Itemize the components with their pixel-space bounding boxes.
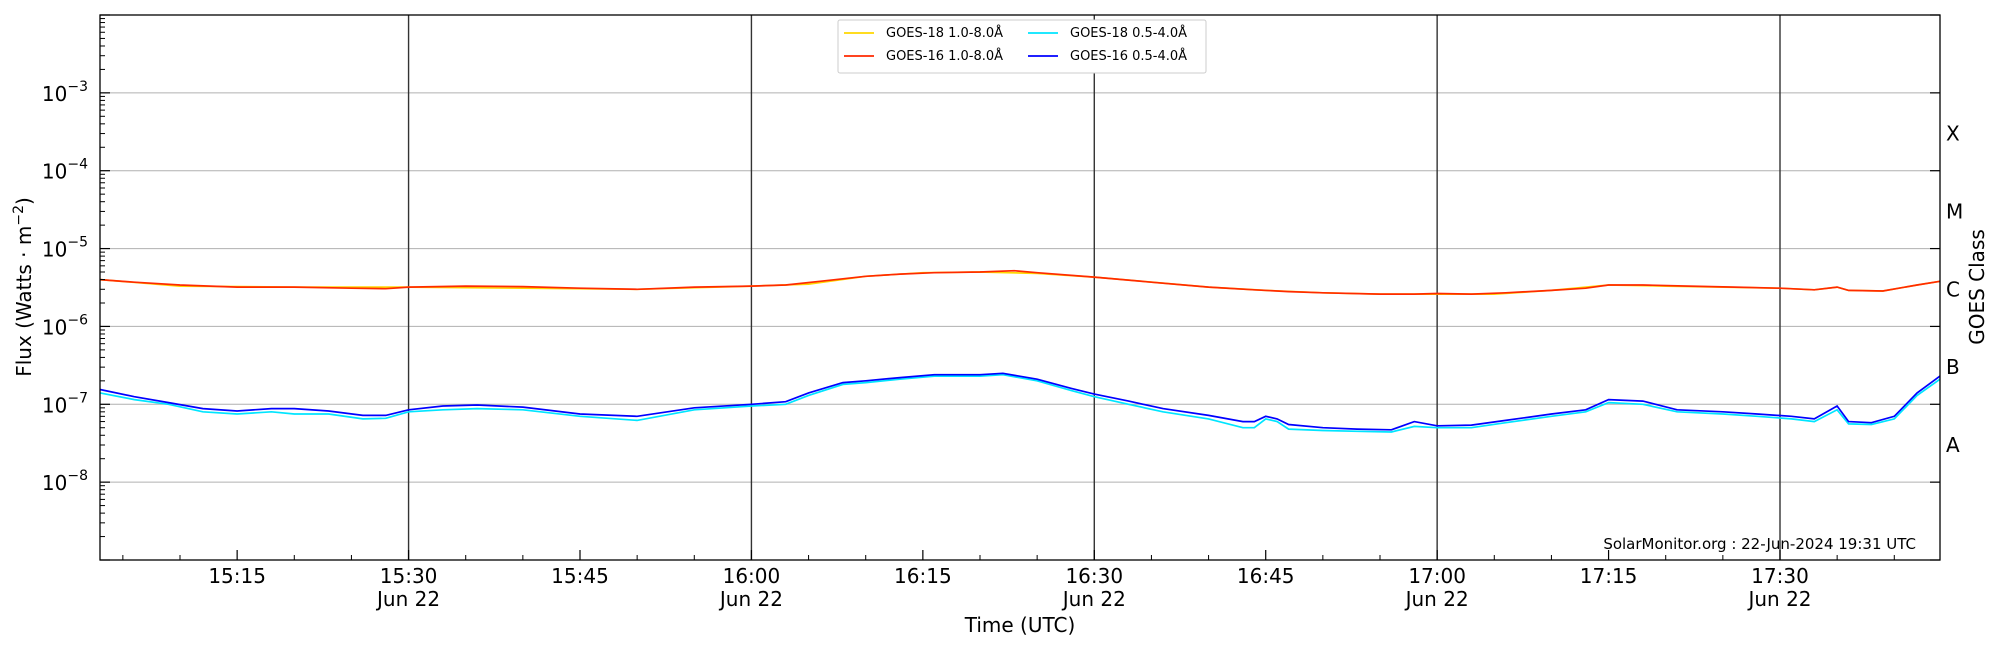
legend-entry-1: GOES-16 1.0-8.0Å (886, 48, 1003, 64)
x-tick-label-8: 17:15 (1580, 564, 1638, 588)
y-tick-label-3: 10−5 (42, 235, 88, 262)
plot-frame (99, 14, 1941, 561)
goes-class-label-a: A (1946, 433, 1960, 457)
x-tick-label-2: 15:45 (551, 564, 609, 588)
x-tick-label-1: 15:30 (380, 564, 438, 588)
credit-text: SolarMonitor.org : 22-Jun-2024 19:31 UTC (1603, 535, 1916, 553)
goes-class-label-c: C (1946, 277, 1960, 301)
goes-class-label-m: M (1946, 199, 1963, 223)
goes-class-label-b: B (1946, 355, 1960, 379)
y-tick-label-2: 10−6 (42, 312, 88, 339)
series-line-1 (99, 269, 1941, 295)
y-tick-label-4: 10−4 (42, 157, 88, 184)
x-tick-label-6: 16:45 (1237, 564, 1295, 588)
x-tick-sublabel-1: Jun 22 (375, 587, 440, 611)
y-tick-label-5: 10−3 (42, 79, 88, 106)
x-tick-label-7: 17:00 (1408, 564, 1466, 588)
x-tick-label-4: 16:15 (894, 564, 952, 588)
series-line-3 (99, 372, 1941, 431)
x-tick-label-5: 16:30 (1065, 564, 1123, 588)
legend-box (837, 19, 1207, 74)
y-tick-label-1: 10−7 (42, 390, 88, 417)
legend-entry-2: GOES-18 0.5-4.0Å (1070, 25, 1187, 41)
x-tick-label-3: 16:00 (723, 564, 781, 588)
x-tick-sublabel-7: Jun 22 (1404, 587, 1469, 611)
y-tick-label-0: 10−8 (42, 468, 88, 495)
x-tick-sublabel-9: Jun 22 (1746, 587, 1811, 611)
series-lines (99, 269, 1941, 433)
x-tick-label-0: 15:15 (208, 564, 266, 588)
legend-entry-3: GOES-16 0.5-4.0Å (1070, 48, 1187, 64)
x-tick-sublabel-3: Jun 22 (718, 587, 783, 611)
series-line-2 (99, 373, 1941, 433)
y-axis-right-title: GOES Class (1965, 229, 1989, 345)
x-tick-label-9: 17:30 (1751, 564, 1809, 588)
x-tick-sublabel-5: Jun 22 (1061, 587, 1126, 611)
axis-ticks (100, 14, 1940, 561)
legend-entry-0: GOES-18 1.0-8.0Å (886, 25, 1003, 41)
goes-class-label-x: X (1946, 122, 1960, 146)
x-axis-title: Time (UTC) (964, 613, 1076, 637)
legend: GOES-18 1.0-8.0Å GOES-16 1.0-8.0Å GOES-18 … (837, 19, 1207, 74)
y-axis-title: Flux (Watts · m−2) (11, 197, 36, 377)
